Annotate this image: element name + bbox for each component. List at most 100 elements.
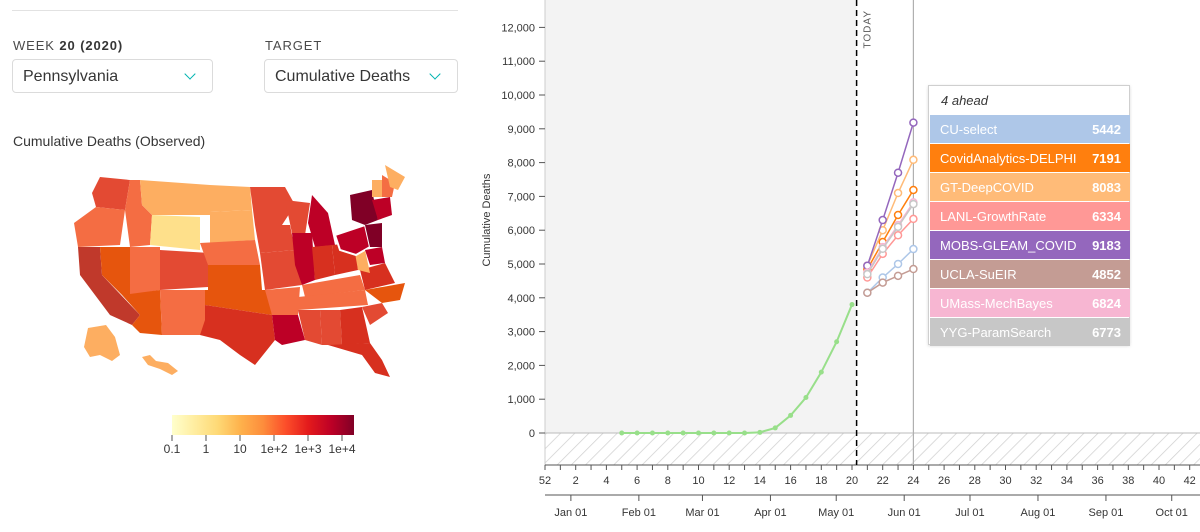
map-state-maryland[interactable] bbox=[365, 247, 385, 265]
map-state-north-dakota[interactable] bbox=[210, 185, 252, 212]
map-state-new-mexico[interactable] bbox=[160, 290, 205, 335]
map-state-georgia[interactable] bbox=[340, 307, 370, 345]
chevron-down-icon bbox=[429, 68, 441, 80]
model-name: UMass-MechBayes bbox=[940, 296, 1053, 311]
map-state-new-york[interactable] bbox=[350, 190, 378, 225]
map-state-washington[interactable] bbox=[92, 177, 130, 210]
y-tick-label: 8,000 bbox=[507, 158, 535, 170]
map-state-colorado[interactable] bbox=[160, 250, 210, 290]
region-select[interactable]: Pennsylvania bbox=[12, 59, 213, 93]
map-state-mississippi[interactable] bbox=[298, 310, 322, 345]
map-state-north-carolina[interactable] bbox=[365, 283, 405, 303]
model-row-umass-mechbayes[interactable]: UMass-MechBayes 6824 bbox=[930, 289, 1130, 317]
month-tick-label: May 01 bbox=[818, 507, 854, 519]
map-state-kansas[interactable] bbox=[208, 265, 262, 290]
map-state-arizona[interactable] bbox=[122, 290, 162, 335]
map-state-alaska[interactable] bbox=[84, 325, 120, 361]
map-state-massachusetts[interactable] bbox=[372, 197, 392, 220]
map-state-arkansas[interactable] bbox=[265, 287, 300, 315]
map-state-pennsylvania[interactable] bbox=[333, 223, 372, 257]
forecast-point-gt-deepcovid bbox=[893, 188, 903, 198]
color-scale-tick-label: 1e+4 bbox=[328, 442, 356, 456]
map-state-florida[interactable] bbox=[328, 343, 390, 377]
color-scale-ticks bbox=[171, 435, 343, 441]
model-row-covidanalytics-delphi[interactable]: CovidAnalytics-DELPHI 7191 bbox=[930, 144, 1130, 172]
map-state-tennessee[interactable] bbox=[298, 290, 368, 310]
model-value: 6773 bbox=[1092, 325, 1121, 340]
map-state-kentucky[interactable] bbox=[302, 275, 365, 297]
map-state-missouri[interactable] bbox=[260, 250, 302, 290]
map-state-vermont[interactable] bbox=[372, 180, 382, 197]
model-name: CovidAnalytics-DELPHI bbox=[940, 151, 1077, 166]
map-state-west-virginia[interactable] bbox=[355, 250, 370, 273]
map-state-minnesota[interactable] bbox=[250, 187, 295, 225]
map-state-california[interactable] bbox=[78, 247, 140, 325]
map-state-new-jersey[interactable] bbox=[365, 223, 382, 247]
x-tick-label: 36 bbox=[1091, 475, 1103, 487]
map-state-oklahoma[interactable] bbox=[205, 290, 272, 315]
model-value: 6334 bbox=[1092, 209, 1121, 224]
model-row-lanl-growthrate[interactable]: LANL-GrowthRate 6334 bbox=[930, 202, 1130, 230]
map-state-nevada[interactable] bbox=[100, 247, 130, 295]
map-state-wisconsin[interactable] bbox=[285, 200, 310, 235]
month-tick-label: Aug 01 bbox=[1021, 507, 1056, 519]
map-state-new-hampshire[interactable] bbox=[382, 175, 395, 197]
model-value: 8083 bbox=[1092, 180, 1121, 195]
x-tick-label: 18 bbox=[815, 475, 827, 487]
map-state-idaho[interactable] bbox=[125, 180, 152, 247]
map-state-south-dakota[interactable] bbox=[210, 210, 255, 243]
map-state-indiana[interactable] bbox=[312, 245, 335, 280]
forecast-line-yyg-paramsearch bbox=[866, 203, 915, 275]
forecast-point-mobs-gleam-covid bbox=[893, 168, 903, 177]
model-row-gt-deepcovid[interactable]: GT-DeepCOVID 8083 bbox=[930, 173, 1130, 201]
x-tick-label: 30 bbox=[999, 475, 1011, 487]
map-state-louisiana[interactable] bbox=[272, 315, 305, 345]
region-select-value: Pennsylvania bbox=[23, 68, 119, 85]
color-scale-legend: 0.1 1 10 1e+2 1e+3 1e+4 bbox=[160, 413, 370, 461]
target-select-value: Cumulative Deaths bbox=[275, 68, 411, 85]
model-row-yyg-paramsearch[interactable]: YYG-ParamSearch 6773 bbox=[930, 318, 1130, 346]
below-zero-region bbox=[545, 433, 1200, 465]
map-state-maine[interactable] bbox=[385, 165, 405, 190]
forecast-point-gt-deepcovid bbox=[909, 155, 918, 165]
map-state-south-carolina[interactable] bbox=[362, 303, 388, 325]
month-tick-label: Apr 01 bbox=[754, 507, 786, 519]
map-title: Cumulative Deaths (Observed) bbox=[13, 133, 206, 149]
forecast-point-covidanalytics-delphi bbox=[909, 185, 918, 195]
map-state-michigan[interactable] bbox=[308, 195, 335, 247]
x-tick-label: 6 bbox=[634, 475, 640, 487]
map-state-nebraska[interactable] bbox=[200, 240, 260, 265]
model-name: MOBS-GLEAM_COVID bbox=[940, 238, 1077, 253]
model-row-cu-select[interactable]: CU-select 5442 bbox=[930, 115, 1130, 143]
map-state-iowa[interactable] bbox=[255, 225, 295, 253]
target-select[interactable]: Cumulative Deaths bbox=[264, 59, 458, 93]
observed-point bbox=[619, 430, 625, 436]
forecast-point-cu-select bbox=[893, 259, 903, 269]
forecast-point-yyg-paramsearch bbox=[893, 222, 903, 232]
model-row-mobs-gleam-covid[interactable]: MOBS-GLEAM_COVID 9183 bbox=[930, 231, 1130, 259]
map-state-alabama[interactable] bbox=[320, 310, 342, 345]
map-state-wyoming[interactable] bbox=[150, 215, 200, 250]
map-state-hawaii[interactable] bbox=[142, 355, 178, 375]
model-row-ucla-sueir[interactable]: UCLA-SuEIR 4852 bbox=[930, 260, 1130, 288]
week-label-prefix: WEEK bbox=[13, 38, 55, 53]
x-tick-label: 10 bbox=[692, 475, 704, 487]
y-tick-label: 4,000 bbox=[507, 293, 535, 305]
model-value: 9183 bbox=[1092, 238, 1121, 253]
map-state-utah[interactable] bbox=[130, 247, 160, 295]
map-state-illinois[interactable] bbox=[292, 233, 315, 285]
color-scale-tick-label: 10 bbox=[233, 442, 247, 456]
observed-point bbox=[711, 430, 717, 436]
forecast-point-yyg-paramsearch bbox=[909, 199, 918, 209]
week-number: 20 bbox=[59, 38, 76, 53]
x-tick-label: 26 bbox=[938, 475, 950, 487]
map-state-texas[interactable] bbox=[200, 305, 275, 365]
forecast-line-covidanalytics-delphi bbox=[866, 189, 915, 270]
month-tick-label: Feb 01 bbox=[622, 507, 656, 519]
map-state-montana[interactable] bbox=[140, 180, 210, 215]
map-state-oregon[interactable] bbox=[74, 207, 125, 247]
controls-panel: WEEK 20 (2020) Pennsylvania TARGET Cumul… bbox=[0, 0, 470, 532]
observed-point bbox=[696, 430, 701, 436]
observed-point bbox=[834, 339, 840, 345]
x-tick-label: 22 bbox=[877, 475, 889, 487]
